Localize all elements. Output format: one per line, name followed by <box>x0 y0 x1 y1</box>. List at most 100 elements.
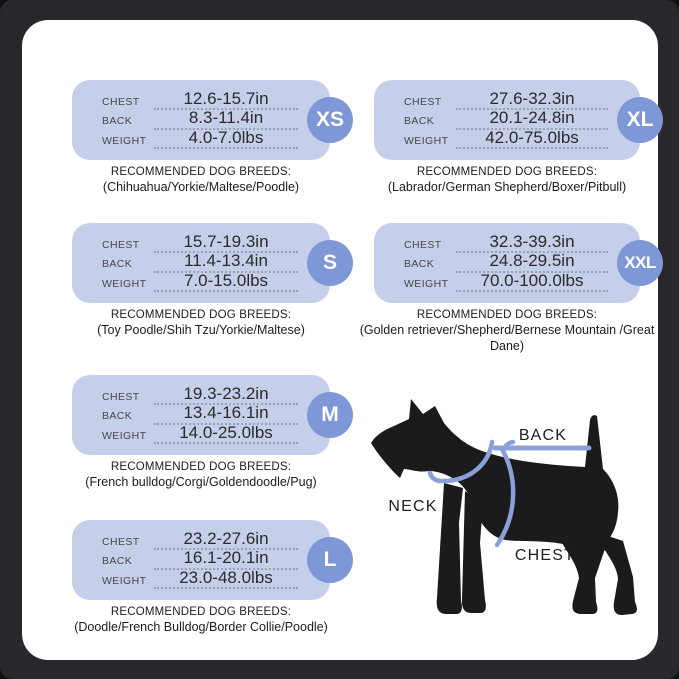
chest-value: 27.6-32.3in <box>456 89 608 110</box>
dog-hind-leg <box>555 531 607 614</box>
back-row: BACK 13.4-16.1in <box>102 404 298 425</box>
weight-label: WEIGHT <box>102 429 147 442</box>
chest-row: CHEST 19.3-23.2in <box>102 384 298 405</box>
size-badge-xs: XS <box>307 97 353 143</box>
chest-value: 23.2-27.6in <box>154 529 298 550</box>
weight-row: WEIGHT 14.0-25.0lbs <box>102 423 298 444</box>
back-label: BACK <box>404 115 435 127</box>
chest-strap-hook <box>500 439 516 454</box>
dog-silhouette <box>371 399 619 552</box>
breeds-list: (Labrador/German Shepherd/Boxer/Pitbull) <box>387 180 627 195</box>
size-panel-s: CHEST 15.7-19.3in BACK 11.4-13.4in WEIGH… <box>72 223 353 339</box>
recommended-heading: RECOMMENDED DOG BREEDS: <box>110 461 292 473</box>
weight-value: 70.0-100.0lbs <box>456 271 608 292</box>
weight-label: WEIGHT <box>404 134 449 147</box>
chest-label: CHEST <box>102 238 140 251</box>
diagram-back-label: BACK <box>519 427 567 444</box>
breeds-list: (Doodle/French Bulldog/Border Collie/Poo… <box>74 620 328 635</box>
back-label: BACK <box>102 258 133 270</box>
weight-value: 4.0-7.0lbs <box>154 128 298 149</box>
chest-row: CHEST 12.6-15.7in <box>102 89 298 110</box>
dog-measurement-diagram: BACK NECK CHEST <box>367 393 667 663</box>
size-panel-l: CHEST 23.2-27.6in BACK 16.1-20.1in WEIGH… <box>72 520 353 636</box>
weight-value: 23.0-48.0lbs <box>154 568 298 589</box>
chest-row: CHEST 27.6-32.3in <box>404 89 608 110</box>
measurements-box-xl: CHEST 27.6-32.3in BACK 20.1-24.8in WEIGH… <box>374 80 663 160</box>
recommended-heading: RECOMMENDED DOG BREEDS: <box>110 309 292 321</box>
dog-hind-leg-far <box>593 531 637 615</box>
back-row: BACK 24.8-29.5in <box>404 252 608 273</box>
chest-label: CHEST <box>102 390 140 403</box>
measurements-box-l: CHEST 23.2-27.6in BACK 16.1-20.1in WEIGH… <box>72 520 353 600</box>
chest-label: CHEST <box>404 238 442 251</box>
weight-row: WEIGHT 7.0-15.0lbs <box>102 271 298 292</box>
back-value: 13.4-16.1in <box>154 404 298 425</box>
chest-value: 15.7-19.3in <box>154 232 298 253</box>
chest-value: 32.3-39.3in <box>456 232 608 253</box>
size-panel-xl: CHEST 27.6-32.3in BACK 20.1-24.8in WEIGH… <box>374 80 663 196</box>
weight-label: WEIGHT <box>102 574 147 587</box>
size-badge-xxl: XXL <box>617 240 663 286</box>
breeds-list: (Toy Poodle/Shih Tzu/Yorkie/Maltese) <box>97 323 305 338</box>
back-label: BACK <box>404 258 435 270</box>
chest-row: CHEST 32.3-39.3in <box>404 232 608 253</box>
weight-row: WEIGHT 70.0-100.0lbs <box>404 271 608 292</box>
chest-label: CHEST <box>102 95 140 108</box>
dog-front-leg <box>436 483 463 614</box>
size-badge-xl: XL <box>617 97 663 143</box>
chest-value: 12.6-15.7in <box>154 89 298 110</box>
breeds-block-xxl: RECOMMENDED DOG BREEDS: (Golden retrieve… <box>351 308 663 354</box>
breeds-block-s: RECOMMENDED DOG BREEDS: (Toy Poodle/Shih… <box>36 308 366 339</box>
chest-label: CHEST <box>102 535 140 548</box>
dog-diagram-svg: BACK NECK CHEST <box>371 399 637 615</box>
chest-strap-line <box>494 448 516 548</box>
back-label: BACK <box>102 555 133 567</box>
breeds-list: (French bulldog/Corgi/Goldendoodle/Pug) <box>85 475 317 490</box>
breeds-block-l: RECOMMENDED DOG BREEDS: (Doodle/French B… <box>36 605 366 636</box>
measurements-box-s: CHEST 15.7-19.3in BACK 11.4-13.4in WEIGH… <box>72 223 353 303</box>
breeds-block-m: RECOMMENDED DOG BREEDS: (French bulldog/… <box>36 460 366 491</box>
back-value: 24.8-29.5in <box>456 252 608 273</box>
neck-strap-line <box>437 439 495 484</box>
chest-label: CHEST <box>404 95 442 108</box>
weight-row: WEIGHT 42.0-75.0lbs <box>404 128 608 149</box>
back-row: BACK 11.4-13.4in <box>102 252 298 273</box>
chest-value: 19.3-23.2in <box>154 384 298 405</box>
chest-row: CHEST 15.7-19.3in <box>102 232 298 253</box>
measurements-box-xs: CHEST 12.6-15.7in BACK 8.3-11.4in WEIGHT… <box>72 80 353 160</box>
breeds-list: (Golden retriever/Shepherd/Bernese Mount… <box>359 323 655 353</box>
size-panel-m: CHEST 19.3-23.2in BACK 13.4-16.1in WEIGH… <box>72 375 353 491</box>
recommended-heading: RECOMMENDED DOG BREEDS: <box>416 166 598 178</box>
back-value: 11.4-13.4in <box>154 252 298 273</box>
weight-value: 7.0-15.0lbs <box>154 271 298 292</box>
recommended-heading: RECOMMENDED DOG BREEDS: <box>110 606 292 618</box>
weight-label: WEIGHT <box>102 277 147 290</box>
neck-strap-hook <box>427 470 443 484</box>
chart-card: CHEST 12.6-15.7in BACK 8.3-11.4in WEIGHT… <box>22 20 663 660</box>
size-badge-l: L <box>307 537 353 583</box>
weight-value: 14.0-25.0lbs <box>154 423 298 444</box>
back-row: BACK 20.1-24.8in <box>404 109 608 130</box>
back-label: BACK <box>102 410 133 422</box>
back-row: BACK 16.1-20.1in <box>102 549 298 570</box>
measurements-box-m: CHEST 19.3-23.2in BACK 13.4-16.1in WEIGH… <box>72 375 353 455</box>
weight-row: WEIGHT 4.0-7.0lbs <box>102 128 298 149</box>
breeds-block-xl: RECOMMENDED DOG BREEDS: (Labrador/German… <box>342 165 672 196</box>
breeds-list: (Chihuahua/Yorkie/Maltese/Poodle) <box>102 180 300 195</box>
weight-label: WEIGHT <box>404 277 449 290</box>
recommended-heading: RECOMMENDED DOG BREEDS: <box>416 309 598 321</box>
chest-row: CHEST 23.2-27.6in <box>102 529 298 550</box>
weight-row: WEIGHT 23.0-48.0lbs <box>102 568 298 589</box>
weight-label: WEIGHT <box>102 134 147 147</box>
size-badge-s: S <box>307 240 353 286</box>
weight-value: 42.0-75.0lbs <box>456 128 608 149</box>
size-panel-xxl: CHEST 32.3-39.3in BACK 24.8-29.5in WEIGH… <box>360 223 663 354</box>
back-value: 16.1-20.1in <box>154 549 298 570</box>
back-value: 8.3-11.4in <box>154 109 298 130</box>
diagram-chest-label: CHEST <box>515 547 575 564</box>
back-row: BACK 8.3-11.4in <box>102 109 298 130</box>
diagram-neck-label: NECK <box>388 498 437 515</box>
recommended-heading: RECOMMENDED DOG BREEDS: <box>110 166 292 178</box>
size-panel-xs: CHEST 12.6-15.7in BACK 8.3-11.4in WEIGHT… <box>72 80 353 196</box>
